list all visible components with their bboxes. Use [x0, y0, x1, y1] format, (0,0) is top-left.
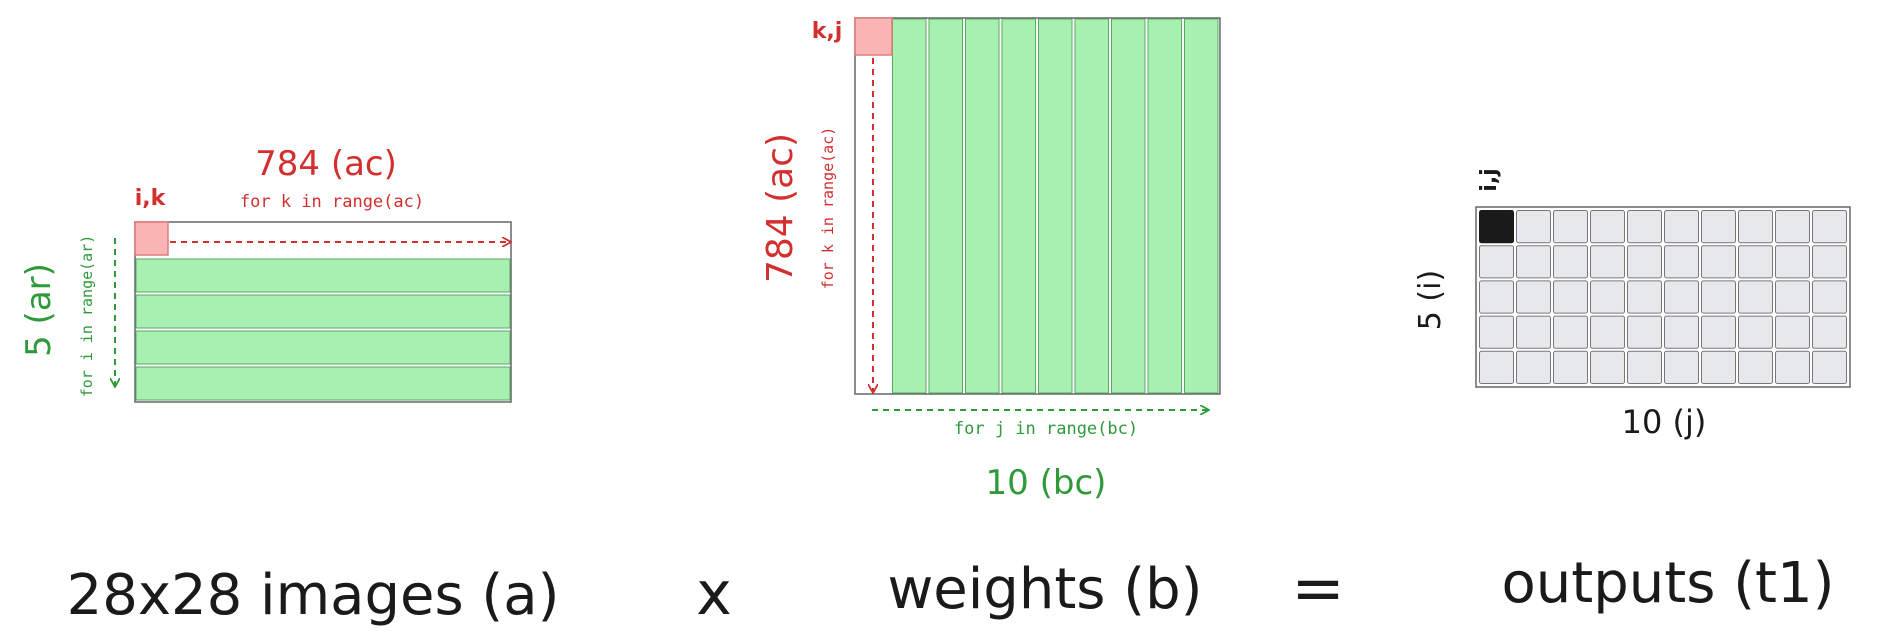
matrix-t1-cell — [1479, 245, 1514, 279]
matrix-b-col — [892, 18, 927, 394]
matrix-t1-cell — [1627, 245, 1662, 279]
matrix-t1-cell — [1738, 350, 1773, 384]
matrix-a-rows — [135, 258, 511, 401]
matrix-t1-cols-label: 10 (j) — [1622, 403, 1707, 441]
matrix-t1-cell — [1664, 245, 1699, 279]
matrix-t1-rows-label: 5 (i) — [1413, 270, 1448, 330]
matrix-t1-cell — [1775, 280, 1810, 314]
matrix-b-col — [1001, 18, 1036, 394]
matrix-a-rows-label: 5 (ar) — [19, 263, 59, 357]
matrix-t1-cell — [1479, 315, 1514, 349]
matrix-a-cell-ik — [134, 221, 169, 256]
matrix-t1-cell — [1627, 315, 1662, 349]
equation-row: 28x28 images (a) x weights (b) = outputs… — [67, 551, 1835, 629]
matrix-t1-cell — [1775, 350, 1810, 384]
matrix-t1-cell — [1812, 210, 1847, 244]
matrix-b-col — [1074, 18, 1109, 394]
matrix-t1-cell — [1590, 245, 1625, 279]
matrix-b-loop-k: for k in range(ac) — [819, 127, 837, 290]
matrix-t1-cell — [1516, 280, 1551, 314]
matrix-t1-cell — [1775, 210, 1810, 244]
equation-times: x — [696, 559, 732, 629]
matrix-t1-cell — [1701, 280, 1736, 314]
matrix-t1-cell — [1553, 280, 1588, 314]
matrix-t1-cell — [1701, 245, 1736, 279]
matrix-a: 784 (ac) for k in range(ac) i,k 5 (ar) f… — [19, 144, 512, 403]
matrix-a-row — [135, 294, 511, 329]
matrix-a-loop-k: for k in range(ac) — [240, 192, 424, 212]
matrix-a-row — [135, 366, 511, 401]
matrix-t1-cell — [1738, 245, 1773, 279]
matrix-a-row — [135, 330, 511, 365]
matrix-b-col — [928, 18, 963, 394]
matrix-a-cols-label: 784 (ac) — [255, 144, 397, 184]
matrix-t1-cell — [1627, 350, 1662, 384]
equation-a: 28x28 images (a) — [67, 563, 560, 628]
matrix-t1-cell — [1590, 210, 1625, 244]
matrix-t1-cell — [1516, 245, 1551, 279]
equation-t1: outputs (t1) — [1502, 551, 1835, 616]
matrix-t1-cell — [1701, 315, 1736, 349]
matrix-t1-cell — [1812, 350, 1847, 384]
matrix-t1-cell — [1479, 350, 1514, 384]
matrix-t1-cell — [1516, 210, 1551, 244]
matrix-t1-cell — [1627, 210, 1662, 244]
matrix-b-col — [1147, 18, 1182, 394]
matrix-b-loop-j: for j in range(bc) — [954, 419, 1138, 439]
matrix-t1-cell — [1664, 315, 1699, 349]
matrix-t1-cell — [1553, 315, 1588, 349]
matrix-t1-cell — [1812, 245, 1847, 279]
matrix-t1-cell — [1590, 350, 1625, 384]
matrix-b-col — [1184, 18, 1219, 394]
matrix-b-outline — [854, 17, 1221, 395]
equation-b: weights (b) — [887, 557, 1202, 622]
matrix-t1-cell — [1812, 280, 1847, 314]
matrix-t1-cell — [1516, 315, 1551, 349]
matrix-t1-cells — [1479, 210, 1847, 384]
matrix-t1-cell — [1738, 315, 1773, 349]
matrix-t1-cell — [1664, 280, 1699, 314]
matrix-t1-cell — [1701, 350, 1736, 384]
matrix-t1-cell — [1664, 210, 1699, 244]
matrix-b: k,j 784 (ac) for k in range(ac) for j in… — [760, 17, 1221, 503]
matrix-t1-outline — [1475, 206, 1851, 388]
matrix-t1-cell — [1590, 315, 1625, 349]
matrix-t1-cell — [1516, 350, 1551, 384]
matrix-b-rows-label: 784 (ac) — [760, 133, 801, 283]
matrix-t1-cell — [1590, 280, 1625, 314]
matrix-t1-cell — [1738, 280, 1773, 314]
matrix-a-loop-i: for i in range(ar) — [78, 235, 96, 398]
matrix-t1-cell — [1775, 315, 1810, 349]
matrix-b-col — [965, 18, 1000, 394]
matrix-a-row — [135, 258, 511, 293]
equation-equals: = — [1291, 552, 1345, 626]
matrix-t1-cell — [1812, 315, 1847, 349]
matrix-t1-cell — [1701, 210, 1736, 244]
matrix-t1-cell — [1664, 350, 1699, 384]
matrix-t1-cell-ij — [1479, 210, 1514, 244]
matrix-t1-cell — [1479, 280, 1514, 314]
matrix-b-col — [1038, 18, 1073, 394]
matrix-b-cols — [892, 18, 1219, 394]
matrix-t1-cell — [1738, 210, 1773, 244]
matrix-b-cols-label: 10 (bc) — [986, 463, 1107, 503]
matrix-a-outline — [134, 221, 512, 403]
matrix-t1-cell — [1553, 350, 1588, 384]
matrix-b-cell-label: k,j — [812, 19, 843, 44]
matrix-t1-cell — [1775, 245, 1810, 279]
matrix-t1-cell — [1627, 280, 1662, 314]
matrix-t1: i,j 5 (i) 10 (j) — [1413, 168, 1851, 441]
matrix-t1-cell-label: i,j — [1477, 168, 1502, 191]
matrix-b-cell-kj — [854, 17, 893, 56]
matrix-t1-cell — [1553, 245, 1588, 279]
matrix-t1-cell — [1553, 210, 1588, 244]
matrix-b-col — [1111, 18, 1146, 394]
matrix-a-cell-label: i,k — [135, 186, 167, 211]
